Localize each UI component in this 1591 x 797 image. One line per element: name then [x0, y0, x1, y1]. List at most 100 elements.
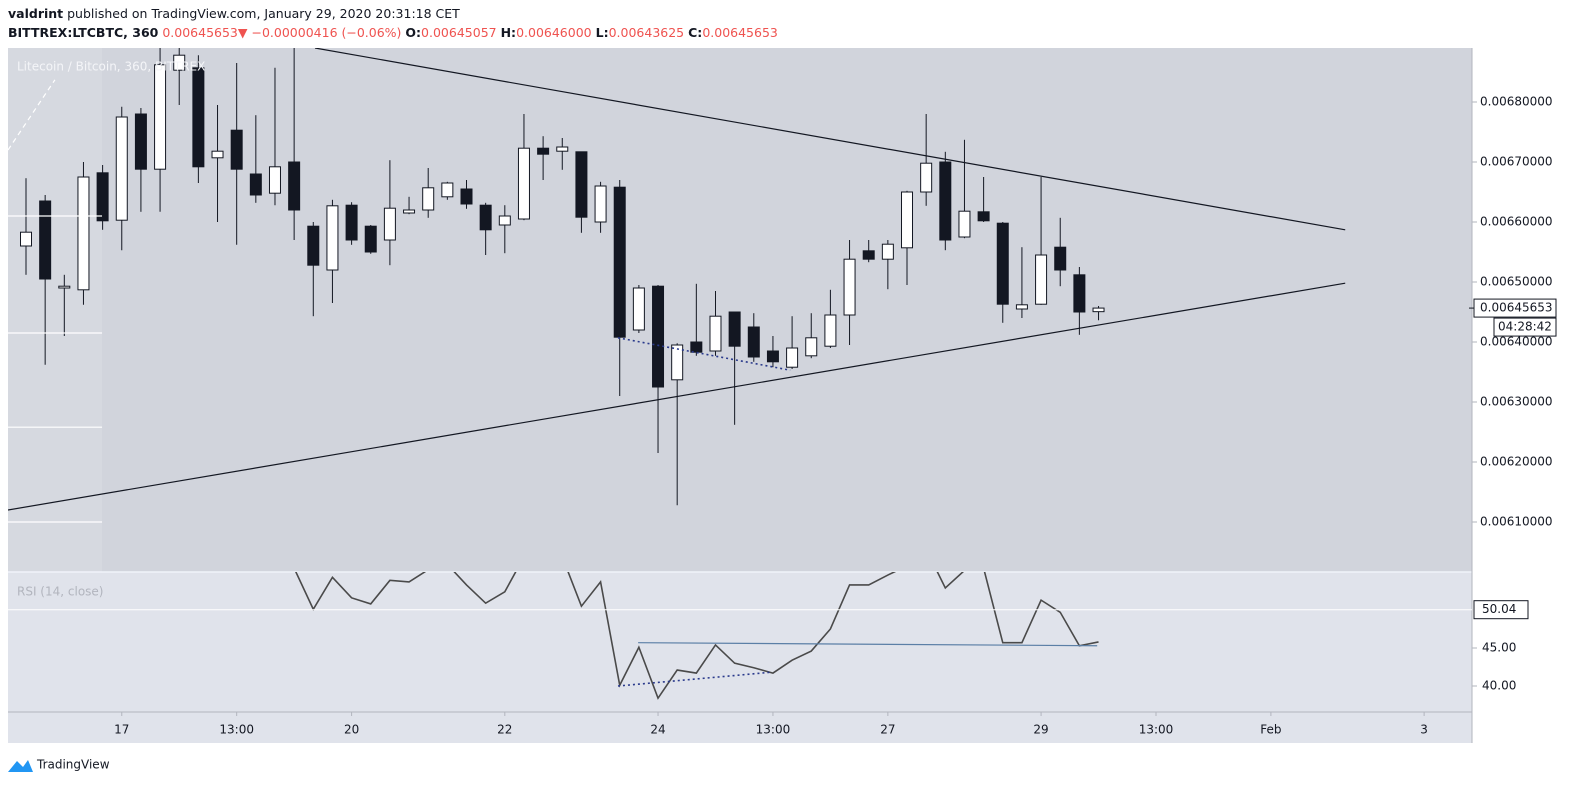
rsi-level-box: [1473, 600, 1529, 620]
candle-body: [652, 285, 665, 388]
last-price-label: 0.00645653: [1480, 301, 1553, 315]
candle-body: [39, 200, 52, 280]
y-tick-label: 0.00660000: [1480, 215, 1553, 229]
candle-body: [192, 67, 205, 168]
candle-body: [1015, 304, 1028, 310]
candle-body: [901, 191, 914, 249]
published: published on TradingView.com, January 29…: [67, 6, 460, 21]
candle-body: [709, 315, 722, 352]
ohlc-label: C:: [688, 25, 703, 40]
countdown: 04:28:42: [1498, 320, 1552, 334]
candle-body: [632, 287, 645, 331]
author: valdrint: [8, 6, 64, 21]
candle-body: [211, 150, 224, 159]
rsi-pane: [8, 572, 1472, 712]
ohlc-value: 0.00645057: [421, 25, 497, 40]
candle-body: [843, 258, 856, 316]
x-tick-label: 29: [1033, 723, 1048, 737]
candle-body: [20, 231, 33, 247]
ohlc-label: H:: [500, 25, 517, 40]
x-tick-label: 13:00: [756, 723, 791, 737]
ohlc-label: O:: [405, 25, 422, 40]
candle-body: [881, 243, 894, 260]
y-tick-label: 0.00650000: [1480, 275, 1553, 289]
candle-body: [517, 147, 530, 220]
price: 0.00645653: [162, 25, 238, 40]
change: −0.00000416 (−0.06%): [251, 25, 402, 40]
candle-body: [77, 176, 90, 291]
price-pane: [8, 48, 1472, 572]
candle-body: [58, 285, 71, 289]
candle-body: [96, 172, 109, 222]
candle-body: [613, 186, 626, 338]
ohlc-value: 0.00645653: [702, 25, 778, 40]
candle-body: [824, 314, 837, 347]
rsi-tick-label: 40.00: [1482, 679, 1516, 693]
candle-body: [364, 225, 377, 253]
candle-body: [345, 204, 358, 241]
y-tick-label: 0.00610000: [1480, 515, 1553, 529]
candle-body: [249, 173, 262, 196]
candle-body: [747, 326, 760, 358]
candle-body: [805, 337, 818, 357]
candle-body: [575, 151, 588, 218]
axes: 0.00610000 0.00620000 0.00630000 0.00640000…: [114, 95, 1557, 737]
candle-body: [1073, 274, 1086, 313]
countdown-box: [1493, 317, 1557, 337]
candle-body: [728, 311, 741, 347]
candle-body: [690, 341, 703, 353]
candle-body: [115, 116, 128, 221]
brand: TradingView: [36, 758, 110, 772]
x-tick-label: 20: [344, 723, 359, 737]
header-line-2: BITTREX:LTCBTC, 360 0.00645653▼ −0.00000…: [8, 23, 778, 42]
candle-body: [786, 347, 799, 368]
ohlc-value: 0.00643625: [608, 25, 685, 40]
trend-line: [314, 48, 1346, 231]
x-tick-label: 22: [497, 723, 512, 737]
candle-body: [920, 162, 933, 193]
y-tick-label: 0.00680000: [1480, 95, 1553, 109]
left-zone: [8, 48, 102, 572]
trend-line: [638, 642, 1098, 647]
rsi-plot: [8, 572, 1472, 700]
y-tick-label: 0.00630000: [1480, 395, 1553, 409]
candle-body: [556, 146, 569, 152]
candle-body: [403, 209, 416, 214]
rsi-level-label: 50.04: [1482, 602, 1516, 616]
symbol: BITTREX:LTCBTC, 360: [8, 25, 159, 40]
arrow: ▼: [237, 25, 248, 40]
legend: Litecoin / Bitcoin, 360, BITTREX: [17, 60, 205, 74]
candle-body: [1035, 254, 1048, 305]
x-tick-label: 17: [114, 723, 129, 737]
candle-body: [1092, 307, 1105, 313]
candle-body: [594, 185, 607, 223]
header: valdrint published on TradingView.com, J…: [8, 4, 778, 42]
candle-body: [939, 161, 952, 241]
candle-body: [537, 147, 550, 155]
y-tick-label: 0.00640000: [1480, 335, 1553, 349]
candle-body: [977, 211, 990, 222]
candle-body: [958, 210, 971, 238]
candle-body: [326, 205, 339, 271]
candle-body: [268, 166, 281, 194]
logo: TradingView: [8, 758, 110, 772]
candle-body: [383, 207, 396, 241]
x-tick-label: 27: [880, 723, 895, 737]
rsi-tick-label: 45.00: [1482, 641, 1516, 655]
candle-body: [498, 215, 511, 226]
candle-body: [288, 161, 301, 211]
candle-body: [154, 64, 167, 170]
ohlc-label: L:: [595, 25, 609, 40]
last-price-box: [1473, 298, 1557, 318]
candle-body: [134, 113, 147, 170]
trend-line: [617, 337, 791, 371]
ohlc-value: 0.00646000: [516, 25, 592, 40]
candle-body: [441, 182, 454, 198]
candle-body: [307, 225, 320, 266]
rsi-line: [295, 572, 1099, 700]
candle-body: [422, 187, 435, 211]
candle-body: [173, 54, 186, 71]
trend-line: [8, 282, 1346, 511]
